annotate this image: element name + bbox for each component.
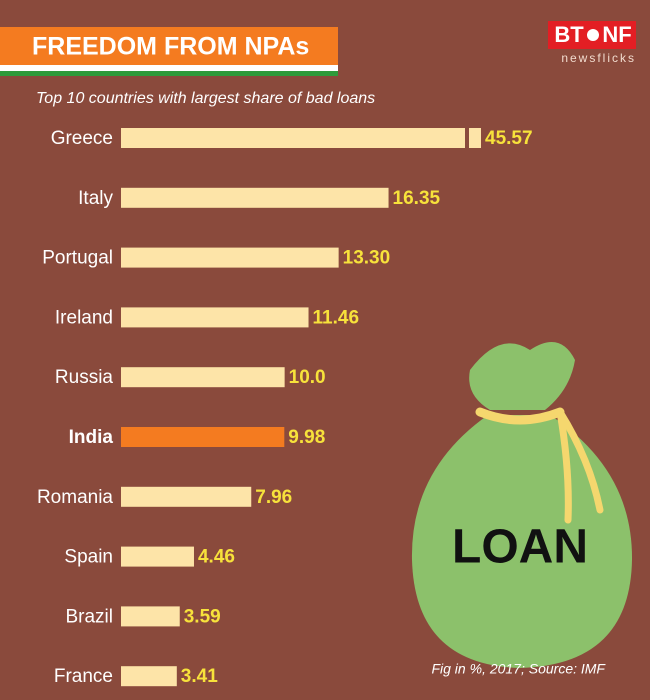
value-label: 3.59 (184, 606, 221, 627)
logo-dot (587, 29, 599, 41)
bar (121, 128, 481, 148)
chart-title: FREEDOM FROM NPAs (32, 33, 309, 61)
value-label: 10.0 (289, 367, 326, 388)
category-label: Russia (55, 367, 114, 388)
source-note: Fig in %, 2017; Source: IMF (431, 661, 606, 677)
value-label: 13.30 (343, 248, 391, 269)
bar (121, 307, 309, 328)
logo-right: NF (602, 22, 631, 47)
loan-bag: LOAN (411, 342, 633, 668)
subtitle: Top 10 countries with largest share of b… (36, 90, 375, 107)
value-label: 45.57 (485, 128, 533, 149)
category-label: Italy (78, 188, 113, 209)
flag-stripe-white (0, 65, 338, 71)
value-label: 11.46 (313, 307, 360, 328)
value-label: 4.46 (198, 547, 235, 568)
bar (121, 427, 285, 447)
bar (121, 546, 194, 567)
value-label: 3.41 (181, 666, 218, 687)
bar (121, 367, 285, 388)
flag-stripe-green (0, 71, 338, 76)
category-label: India (69, 427, 114, 448)
bag-top (469, 342, 575, 410)
bag-string (556, 408, 572, 524)
category-label: Greece (51, 128, 113, 149)
bar (121, 486, 252, 507)
bag-tie (475, 407, 565, 425)
bag-string (556, 408, 604, 514)
category-label: Portugal (42, 248, 113, 269)
bar (121, 247, 339, 268)
title-banner (0, 27, 338, 65)
value-label: 16.35 (393, 188, 441, 209)
category-label: France (54, 666, 113, 687)
value-label: 9.98 (288, 427, 325, 448)
value-label: 7.96 (255, 487, 292, 508)
bag-label: LOAN (452, 521, 588, 574)
category-label: Brazil (65, 606, 113, 627)
bar (121, 606, 180, 627)
axis-break (465, 127, 469, 149)
logo-left: BT (554, 22, 584, 47)
category-label: Spain (64, 547, 113, 568)
bar (121, 187, 389, 208)
bag-body (411, 415, 633, 668)
category-label: Romania (37, 487, 113, 508)
category-label: Ireland (55, 307, 113, 328)
bar (121, 666, 177, 687)
logo-tagline: newsflicks (561, 51, 636, 65)
